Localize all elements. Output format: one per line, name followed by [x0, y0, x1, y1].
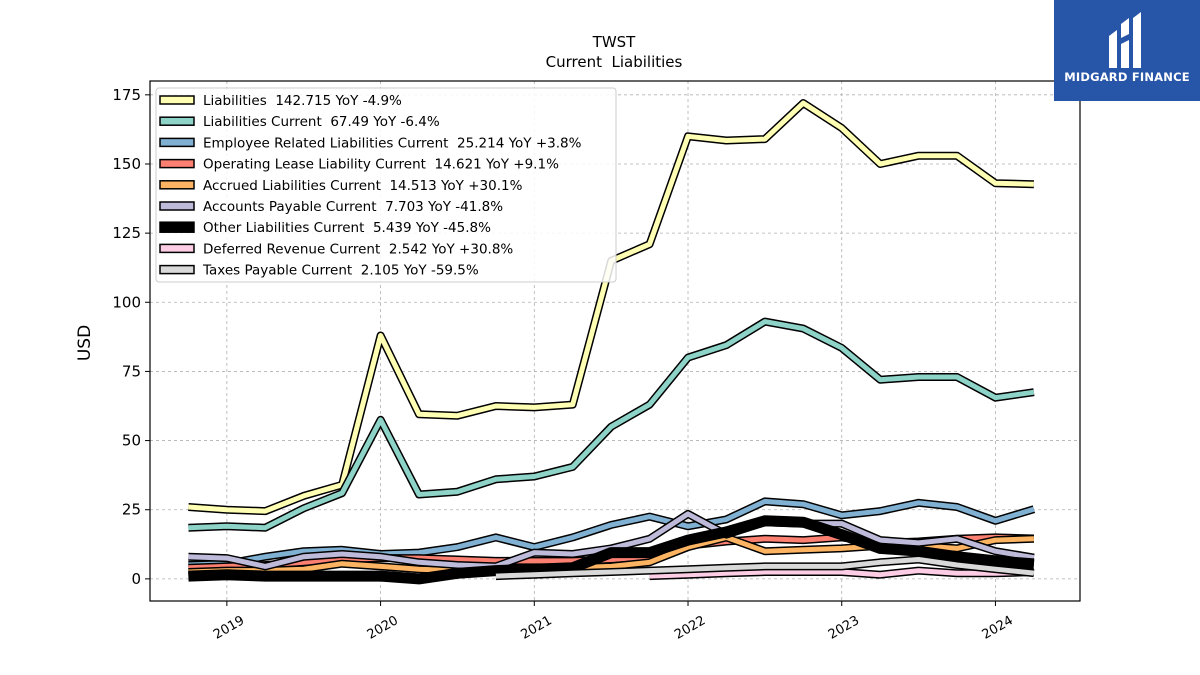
- y-tick-label: 100: [112, 293, 141, 311]
- series-deferred-revenue-current: [649, 566, 1035, 581]
- legend-swatch: [159, 116, 195, 126]
- y-axis-label: USD: [75, 325, 95, 361]
- series-line: [188, 498, 1035, 568]
- y-tick-label: 25: [122, 501, 141, 519]
- x-tick-label: 2019: [211, 613, 247, 643]
- legend-label: Operating Lease Liability Current 14.621…: [203, 157, 559, 173]
- y-tick-label: 150: [112, 155, 141, 173]
- y-tick-label: 125: [112, 224, 141, 242]
- legend-label: Accounts Payable Current 7.703 YoY -41.8…: [203, 199, 503, 215]
- chart-title: TWST: [592, 33, 637, 51]
- series-line: [649, 568, 1034, 579]
- x-tick-label: 2024: [980, 613, 1016, 643]
- plot-frame: [149, 80, 1081, 602]
- legend-entry: Liabilities Current 67.49 YoY -6.4%: [159, 114, 440, 130]
- legend-box: [155, 87, 617, 283]
- x-tick-label: 2021: [518, 613, 554, 643]
- legend-label: Accrued Liabilities Current 14.513 YoY +…: [203, 178, 523, 194]
- legend-entry: Taxes Payable Current 2.105 YoY -59.5%: [159, 263, 479, 279]
- legend: Liabilities 142.715 YoY -4.9% Liabilities…: [155, 87, 617, 283]
- legend-swatch: [159, 221, 195, 233]
- brand-name: MIDGARD FINANCE: [1064, 70, 1190, 84]
- series-other-liabilities-current: [188, 515, 1035, 585]
- legend-label: Liabilities Current 67.49 YoY -6.4%: [203, 114, 440, 130]
- legend-swatch: [159, 201, 195, 211]
- legend-label: Deferred Revenue Current 2.542 YoY +30.8…: [203, 241, 513, 257]
- series-line: [495, 557, 1035, 579]
- legend-entry: Deferred Revenue Current 2.542 YoY +30.8…: [159, 241, 513, 257]
- y-tick-label: 175: [112, 86, 141, 104]
- x-tick-label: 2020: [365, 613, 401, 643]
- series-line: [188, 516, 1035, 583]
- legend-swatch: [159, 264, 195, 275]
- series-liabilities-current: [188, 317, 1035, 532]
- legend-entry: Other Liabilities Current 5.439 YoY -45.…: [159, 220, 491, 236]
- chart-subtitle: Current Liabilities: [546, 53, 683, 71]
- legend-swatch: [159, 95, 195, 105]
- legend-label: Liabilities 142.715 YoY -4.9%: [203, 93, 402, 109]
- legend-entry: Liabilities 142.715 YoY -4.9%: [159, 93, 402, 109]
- x-tick-label: 2023: [826, 613, 862, 643]
- series-employee-related-liabilities-current: [188, 497, 1036, 569]
- legend-swatch: [159, 137, 195, 148]
- legend-entry: Employee Related Liabilities Current 25.…: [159, 135, 582, 151]
- legend-swatch: [159, 243, 195, 254]
- legend-label: Taxes Payable Current 2.105 YoY -59.5%: [202, 263, 479, 279]
- series-line: [188, 319, 1035, 531]
- series-taxes-payable-current: [495, 555, 1035, 581]
- y-tick-label: 50: [122, 432, 141, 450]
- legend-entry: Operating Lease Liability Current 14.621…: [159, 157, 559, 173]
- legend-label: Other Liabilities Current 5.439 YoY -45.…: [203, 220, 491, 236]
- legend-swatch: [159, 158, 195, 169]
- legend-entry: Accrued Liabilities Current 14.513 YoY +…: [159, 178, 523, 194]
- y-tick-label: 0: [131, 570, 141, 588]
- axes-frame: [149, 80, 1081, 602]
- legend-swatch: [159, 180, 195, 190]
- y-tick-label: 75: [122, 362, 141, 380]
- brand-logo-icon: [1109, 12, 1141, 68]
- legend-entry: Accounts Payable Current 7.703 YoY -41.8…: [159, 199, 503, 215]
- brand-logo: MIDGARD FINANCE: [1054, 0, 1200, 101]
- legend-label: Employee Related Liabilities Current 25.…: [203, 135, 582, 151]
- x-tick-label: 2022: [672, 613, 708, 643]
